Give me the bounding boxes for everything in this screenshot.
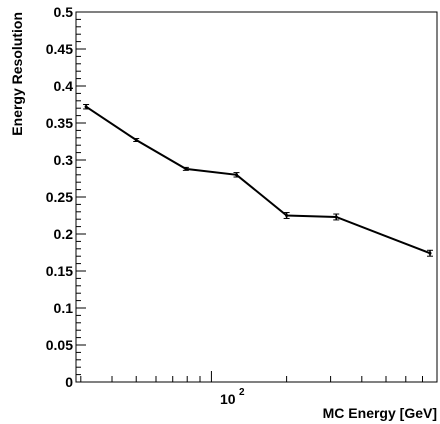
y-tick-label: 0.1 [54, 300, 74, 316]
series-line [85, 105, 431, 255]
y-tick-label: 0.5 [54, 4, 74, 20]
y-tick-label: 0.4 [54, 78, 74, 94]
series-group [83, 104, 433, 257]
y-tick-label: 0.25 [46, 189, 73, 205]
data-point [84, 105, 88, 109]
y-axis-tick-labels: 0 0.05 0.1 0.15 0.2 0.25 0.3 0.35 0.4 0.45 0.5 [46, 4, 73, 390]
data-point [184, 167, 188, 171]
x-axis-ticks [80, 371, 438, 382]
x-tick-label-base: 10 [220, 391, 236, 407]
y-tick-label: 0.35 [46, 115, 73, 131]
y-tick-label: 0.15 [46, 263, 73, 279]
y-tick-label: 0.3 [54, 152, 74, 168]
y-tick-label: 0.2 [54, 226, 74, 242]
plot-frame [75, 11, 438, 383]
data-point [334, 215, 338, 219]
data-point [234, 173, 238, 177]
y-axis-title: Energy Resolution [9, 12, 25, 136]
x-axis-title: MC Energy [GeV] [323, 405, 437, 421]
y-axis-ticks [76, 11, 86, 383]
y-tick-label: 0.05 [46, 337, 73, 353]
data-point [285, 214, 289, 217]
data-point [428, 251, 432, 255]
data-point [134, 138, 138, 142]
y-tick-label: 0 [65, 374, 73, 390]
y-tick-label: 0.45 [46, 41, 73, 57]
x-tick-label-exponent: 2 [239, 387, 245, 398]
